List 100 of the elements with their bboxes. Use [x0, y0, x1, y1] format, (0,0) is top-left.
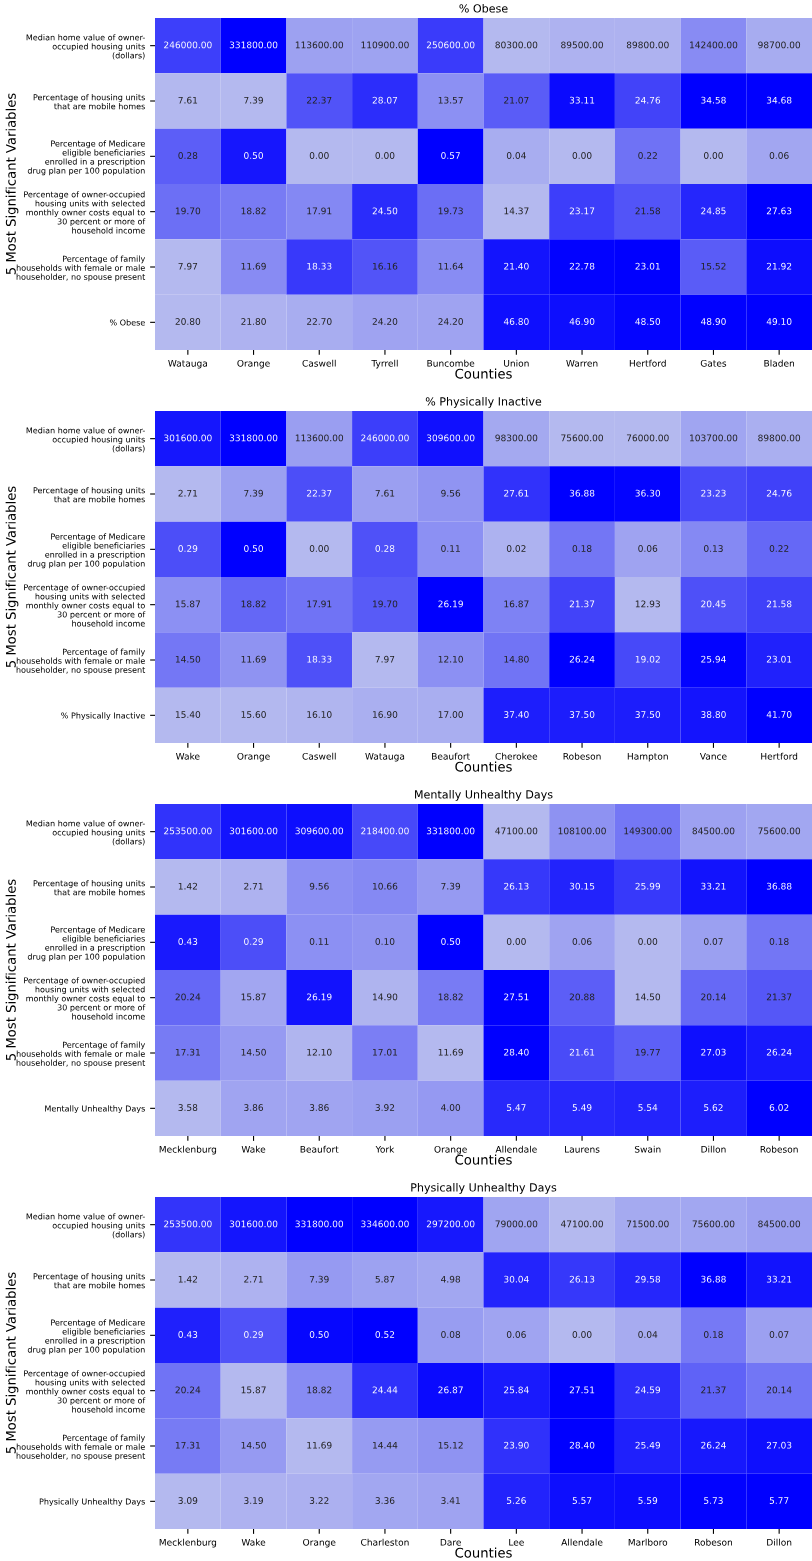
- data-label: 3.09: [178, 1497, 198, 1504]
- data-label: 0.02: [506, 545, 526, 552]
- data-label: 75600.00: [692, 1220, 735, 1228]
- data-label: 15.87: [241, 1386, 266, 1394]
- data-label: 297200.00: [426, 1220, 475, 1228]
- data-label: 5.73: [704, 1497, 723, 1504]
- y-tick-label: Percentage of owner-occupied housing units with selected monthly owner costs equal to 30 percent or more of household income: [24, 191, 146, 234]
- data-label: 18.82: [241, 600, 266, 608]
- data-label: 5.87: [375, 1275, 395, 1283]
- data-label: 7.39: [244, 96, 263, 104]
- data-label: 14.50: [175, 655, 201, 663]
- x-tick-label: Bladen: [764, 359, 794, 367]
- data-label: 17.31: [175, 1048, 200, 1056]
- data-label: 26.13: [504, 882, 529, 890]
- data-label: 79000.00: [495, 1220, 538, 1228]
- data-label: 2.71: [178, 489, 198, 497]
- y-tick-label: Median home value of owner- occupied housing units (dollars): [26, 34, 145, 60]
- data-label: 89500.00: [561, 41, 603, 49]
- x-tick-label: Robeson: [563, 752, 601, 760]
- data-label: 5.57: [572, 1497, 592, 1504]
- data-label: 28.07: [372, 96, 398, 104]
- data-label: 33.21: [766, 1275, 792, 1283]
- data-label: 0.29: [178, 545, 198, 552]
- x-tick-label: Caswell: [302, 752, 336, 760]
- data-label: 47100.00: [560, 1220, 603, 1228]
- y-tick-label: Percentage of owner-occupied housing units with selected monthly owner costs equal to 30 percent or more of household income: [24, 1370, 146, 1413]
- data-label: 4.00: [441, 1104, 461, 1111]
- data-label: 1.42: [178, 882, 197, 890]
- data-label: 3.86: [244, 1104, 264, 1111]
- data-label: 46.80: [503, 318, 529, 325]
- x-tick-label: Watauga: [168, 360, 207, 369]
- data-label: 47100.00: [495, 827, 538, 835]
- data-label: 0.18: [769, 938, 789, 945]
- data-label: 0.08: [441, 1331, 461, 1338]
- data-label: 33.21: [701, 882, 726, 890]
- y-tick-label: Percentage of owner-occupied housing units with selected monthly owner costs equal to 30 percent or more of household income: [24, 977, 146, 1020]
- x-tick-label: Union: [504, 359, 529, 367]
- y-tick-label: Median home value of owner- occupied housing units (dollars): [26, 1213, 145, 1239]
- data-label: 5.26: [507, 1497, 526, 1504]
- data-label: 11.69: [241, 262, 266, 270]
- data-label: 142400.00: [690, 41, 738, 49]
- data-label: 25.94: [701, 655, 726, 663]
- x-tick-label: Cherokee: [495, 752, 538, 760]
- y-tick-label: % Obese: [109, 319, 145, 326]
- data-label: 15.12: [438, 1441, 463, 1449]
- data-label: 0.07: [703, 938, 723, 945]
- x-tick-label: Allendale: [495, 1145, 537, 1153]
- data-label: 37.40: [504, 711, 529, 718]
- data-label: 22.37: [306, 96, 332, 104]
- data-label: 0.29: [244, 938, 263, 945]
- data-label: 14.50: [241, 1048, 266, 1056]
- data-label: 0.43: [178, 1331, 198, 1338]
- x-tick-label: Buncombe: [427, 359, 475, 367]
- data-label: 0.00: [309, 545, 329, 552]
- data-label: 1.42: [178, 1275, 197, 1283]
- data-label: 15.40: [175, 711, 201, 718]
- x-tick-label: Wake: [241, 1145, 266, 1153]
- data-label: 24.85: [701, 207, 726, 215]
- data-label: 0.00: [572, 152, 592, 159]
- data-label: 26.24: [766, 1048, 792, 1056]
- data-label: 20.24: [175, 993, 201, 1001]
- data-label: 17.31: [175, 1441, 200, 1449]
- y-tick-label: Percentage of Medicare eligible beneficiaries enrolled in a prescription drug plan per 100 population: [27, 926, 145, 962]
- data-label: 98300.00: [495, 434, 538, 442]
- data-label: 14.44: [373, 1441, 398, 1449]
- data-label: 23.01: [766, 655, 792, 663]
- data-label: 250600.00: [426, 41, 475, 49]
- data-label: 21.58: [766, 600, 792, 608]
- data-label: 14.50: [635, 993, 661, 1001]
- data-label: 30.04: [504, 1275, 529, 1283]
- data-label: 0.28: [178, 152, 198, 159]
- data-label: 19.73: [438, 207, 463, 215]
- data-label: 0.18: [703, 1331, 723, 1338]
- data-label: 0.00: [638, 938, 658, 945]
- data-label: 37.50: [569, 711, 595, 718]
- x-tick-label: Orange: [434, 1145, 467, 1155]
- x-tick-label: Orange: [303, 1538, 336, 1548]
- y-tick-label: Percentage of family households with female or male householder, no spouse present: [16, 1434, 146, 1461]
- data-label: 246000.00: [164, 41, 212, 49]
- data-label: 0.13: [703, 545, 723, 552]
- data-label: 11.69: [241, 655, 266, 663]
- data-label: 20.14: [766, 1386, 792, 1394]
- data-label: 89800.00: [626, 41, 669, 49]
- data-label: 0.43: [178, 938, 198, 945]
- data-label: 25.99: [635, 882, 661, 890]
- data-label: 253500.00: [164, 1220, 212, 1228]
- data-label: 75600.00: [561, 434, 603, 442]
- chart-title: Physically Unhealthy Days: [411, 1183, 557, 1194]
- data-label: 27.63: [766, 207, 792, 215]
- data-label: 149300.00: [624, 827, 672, 835]
- data-label: 24.50: [372, 207, 398, 215]
- data-label: 2.71: [244, 1275, 263, 1283]
- data-label: 110900.00: [361, 41, 409, 49]
- x-tick-label: Dillon: [767, 1538, 792, 1546]
- y-tick-label: Percentage of housing units that are mobile homes: [33, 1273, 145, 1289]
- data-label: 113600.00: [295, 434, 344, 442]
- data-label: 0.04: [638, 1331, 658, 1338]
- data-label: 0.22: [769, 545, 789, 552]
- data-label: 16.87: [504, 600, 529, 608]
- data-label: 309600.00: [295, 827, 344, 835]
